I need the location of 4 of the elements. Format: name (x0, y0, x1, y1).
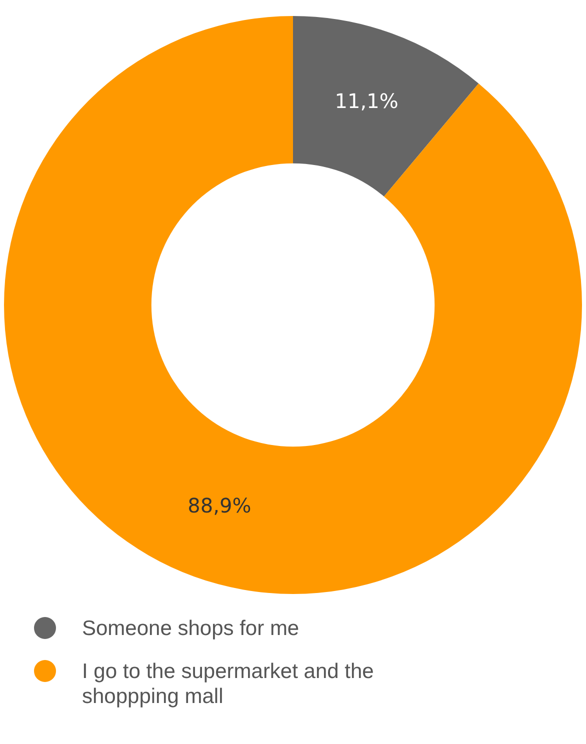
legend-label: Someone shops for me (82, 616, 300, 641)
legend-label: I go to the supermarket and the shoppping mall (82, 659, 375, 709)
data-label: 11,1% (334, 88, 398, 113)
data-label: 88,9% (188, 494, 252, 518)
